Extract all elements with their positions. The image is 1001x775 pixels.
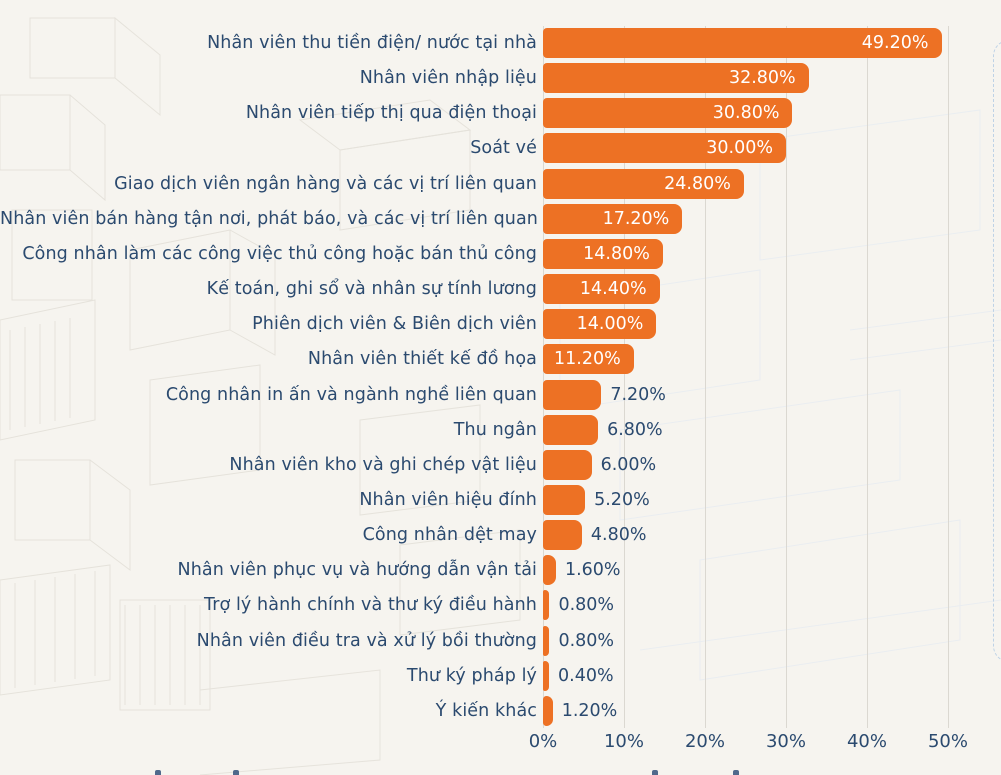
category-label: Trợ lý hành chính và thư ký điều hành xyxy=(203,595,537,616)
x-axis-tick-label: 10% xyxy=(603,731,644,752)
category-label: Ý kiến khác xyxy=(435,700,537,721)
category-label: Kế toán, ghi sổ và nhân sự tính lương xyxy=(206,279,537,300)
gridline-50% xyxy=(948,26,949,728)
bar-value-label: 6.00% xyxy=(600,454,657,475)
cutoff-text-fragment xyxy=(155,770,161,775)
gridline-0% xyxy=(543,26,544,728)
bar-value-label: 17.20% xyxy=(602,208,670,229)
bar xyxy=(543,449,592,480)
category-label: Nhân viên nhập liệu xyxy=(359,68,537,89)
bar xyxy=(543,98,793,129)
gridline-30% xyxy=(786,26,787,728)
bar xyxy=(543,379,602,410)
cutoff-text-fragment xyxy=(652,770,658,775)
bar-value-label: 1.60% xyxy=(564,560,621,581)
category-label: Thu ngân xyxy=(453,419,537,440)
x-axis-tick-label: 50% xyxy=(927,731,968,752)
cutoff-text-fragment xyxy=(733,770,739,775)
bar xyxy=(543,63,809,94)
bar xyxy=(543,344,634,375)
bar-value-label: 14.40% xyxy=(579,279,647,300)
bar-value-label: 1.20% xyxy=(561,700,618,721)
category-label: Công nhân dệt may xyxy=(362,525,537,546)
bar-value-label: 24.80% xyxy=(664,173,731,194)
bar xyxy=(543,203,683,234)
bar-value-label: 30.00% xyxy=(706,138,773,159)
bar-value-label: 6.80% xyxy=(607,419,663,440)
bar-value-label: 7.20% xyxy=(610,384,666,405)
bar-value-label: 11.20% xyxy=(553,349,621,370)
gridline-20% xyxy=(705,26,706,728)
bar-value-label: 14.00% xyxy=(576,314,644,335)
category-label: Soát vé xyxy=(470,138,537,159)
bar-value-label: 0.80% xyxy=(558,630,615,651)
x-axis-tick-label: 30% xyxy=(765,731,806,752)
x-axis-tick-label: 20% xyxy=(684,731,725,752)
category-label: Nhân viên phục vụ và hướng dẫn vận tải xyxy=(177,560,537,581)
category-label: Nhân viên thu tiền điện/ nước tại nhà xyxy=(207,33,537,53)
bar xyxy=(543,660,549,691)
bar-value-label: 5.20% xyxy=(594,489,650,510)
bar xyxy=(543,625,550,656)
bar xyxy=(543,238,663,269)
category-label: Giao dịch viên ngân hàng và các vị trí l… xyxy=(114,173,537,194)
bar xyxy=(543,274,660,305)
gridline-10% xyxy=(624,26,625,728)
category-label: Nhân viên tiếp thị qua điện thoại xyxy=(245,103,537,124)
category-label: Nhân viên điều tra và xử lý bồi thường xyxy=(196,630,537,651)
bar-value-label: 30.80% xyxy=(712,103,780,124)
bar xyxy=(543,695,553,726)
x-axis-tick-label: 0% xyxy=(528,731,558,752)
gridline-40% xyxy=(867,26,868,728)
bar-value-label: 4.80% xyxy=(590,525,647,546)
category-label: Nhân viên hiệu đính xyxy=(359,489,537,510)
bar xyxy=(543,414,599,445)
cutoff-text-fragment xyxy=(233,770,239,775)
bar xyxy=(543,28,942,58)
x-axis-tick-label: 40% xyxy=(846,731,887,752)
category-label: Nhân viên bán hàng tận nơi, phát báo, và… xyxy=(0,208,538,229)
bar xyxy=(543,520,582,551)
bar-value-label: 49.20% xyxy=(861,33,929,53)
card-edge-border xyxy=(993,40,1001,662)
bar-value-label: 0.80% xyxy=(558,595,615,616)
category-label: Nhân viên kho và ghi chép vật liệu xyxy=(229,454,537,475)
bar xyxy=(543,484,586,515)
bar xyxy=(543,133,786,164)
bar xyxy=(543,309,657,340)
bar xyxy=(543,590,550,621)
bar-value-label: 14.80% xyxy=(583,243,650,264)
category-label: Công nhân in ấn và ngành nghề liên quan xyxy=(165,384,537,405)
bar xyxy=(543,168,744,199)
bar-value-label: 0.40% xyxy=(558,665,614,686)
category-label: Nhân viên thiết kế đồ họa xyxy=(307,349,537,370)
bar-value-label: 32.80% xyxy=(728,68,796,89)
category-label: Công nhân làm các công việc thủ công hoặ… xyxy=(22,243,537,264)
category-label: Thư ký pháp lý xyxy=(406,665,537,686)
category-label: Phiên dịch viên & Biên dịch viên xyxy=(252,314,537,335)
bar xyxy=(543,555,556,586)
